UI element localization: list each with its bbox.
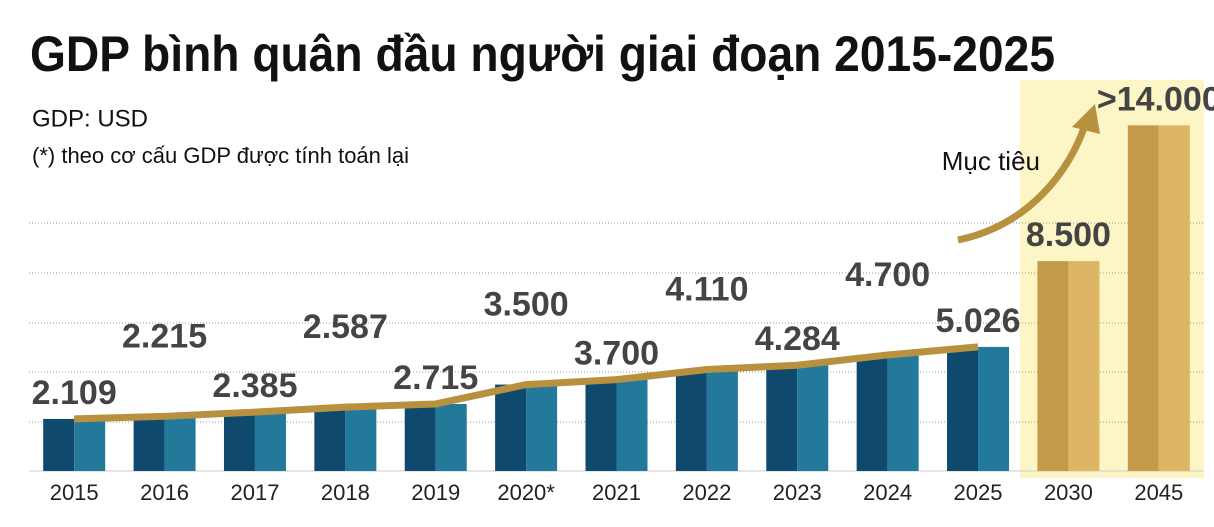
bar	[1037, 261, 1100, 471]
bar-right	[797, 365, 829, 471]
x-tick-label: 2016	[140, 480, 189, 505]
bar-right	[345, 407, 377, 471]
bar-right	[1068, 261, 1100, 471]
bar-left	[585, 379, 617, 471]
bar	[766, 365, 829, 471]
bar-left	[856, 354, 888, 471]
value-label: 3.700	[574, 335, 659, 373]
bar	[1127, 125, 1190, 472]
target-arrow	[957, 123, 1089, 244]
bar	[495, 384, 558, 471]
bar-right	[526, 384, 558, 471]
annotation: Mục tiêu	[942, 146, 1040, 176]
bar	[675, 369, 738, 471]
bar-right	[978, 346, 1010, 471]
x-tick-label: 2024	[863, 480, 912, 505]
x-tick-label: 2025	[954, 480, 1003, 505]
bar-left	[675, 369, 707, 471]
x-tick-label: 2045	[1134, 480, 1183, 505]
bar-right	[435, 403, 467, 471]
x-tick-label: 2030	[1044, 480, 1093, 505]
trend-line	[74, 343, 979, 423]
bar-left	[314, 407, 346, 471]
bar-right	[706, 369, 738, 471]
value-label: 2.587	[303, 308, 388, 346]
bar-left	[404, 403, 436, 471]
bar	[314, 407, 377, 471]
bar-left	[766, 365, 798, 471]
bar-right	[1158, 125, 1190, 472]
value-label: 2.385	[212, 367, 297, 405]
bar	[43, 418, 106, 471]
bar	[947, 346, 1010, 471]
bar-left	[1037, 261, 1069, 471]
bar-left	[133, 416, 165, 471]
bar-right	[254, 412, 286, 471]
x-tick-label: 2023	[773, 480, 822, 505]
bar	[404, 403, 467, 471]
x-tick-label: 2019	[411, 480, 460, 505]
value-label: 4.700	[845, 256, 930, 294]
bar-right	[74, 418, 106, 471]
value-label: 3.500	[484, 286, 569, 324]
bar	[585, 379, 648, 471]
bar	[133, 416, 196, 471]
bar-left	[947, 346, 979, 471]
bar	[223, 412, 286, 471]
bar-right	[164, 416, 196, 471]
bar-right	[887, 354, 919, 471]
x-tick-label: 2018	[321, 480, 370, 505]
value-label: 5.026	[935, 302, 1020, 340]
bar-left	[495, 384, 527, 471]
x-tick-label: 2021	[592, 480, 641, 505]
bar-right	[616, 379, 648, 471]
chart-title: GDP bình quân đầu người giai đoạn 2015-2…	[30, 26, 1055, 82]
note: (*) theo cơ cấu GDP được tính toán lại	[32, 143, 409, 168]
value-label: 2.215	[122, 317, 207, 355]
bar	[856, 354, 919, 471]
value-label: 2.715	[393, 359, 478, 397]
value-label: 2.109	[32, 374, 117, 412]
bar-left	[1127, 125, 1159, 472]
subtitle: GDP: USD	[32, 105, 148, 132]
value-label: 8.500	[1026, 216, 1111, 254]
x-tick-label: 2020*	[497, 480, 555, 505]
x-tick-label: 2022	[682, 480, 731, 505]
arrow-head	[1072, 104, 1100, 134]
value-label: >14.000	[1097, 80, 1214, 118]
bar-left	[43, 418, 75, 471]
value-label: 4.110	[665, 271, 748, 309]
x-tick-label: 2015	[50, 480, 99, 505]
x-tick-label: 2017	[230, 480, 279, 505]
bar-left	[223, 412, 255, 471]
value-label: 4.284	[755, 320, 840, 358]
